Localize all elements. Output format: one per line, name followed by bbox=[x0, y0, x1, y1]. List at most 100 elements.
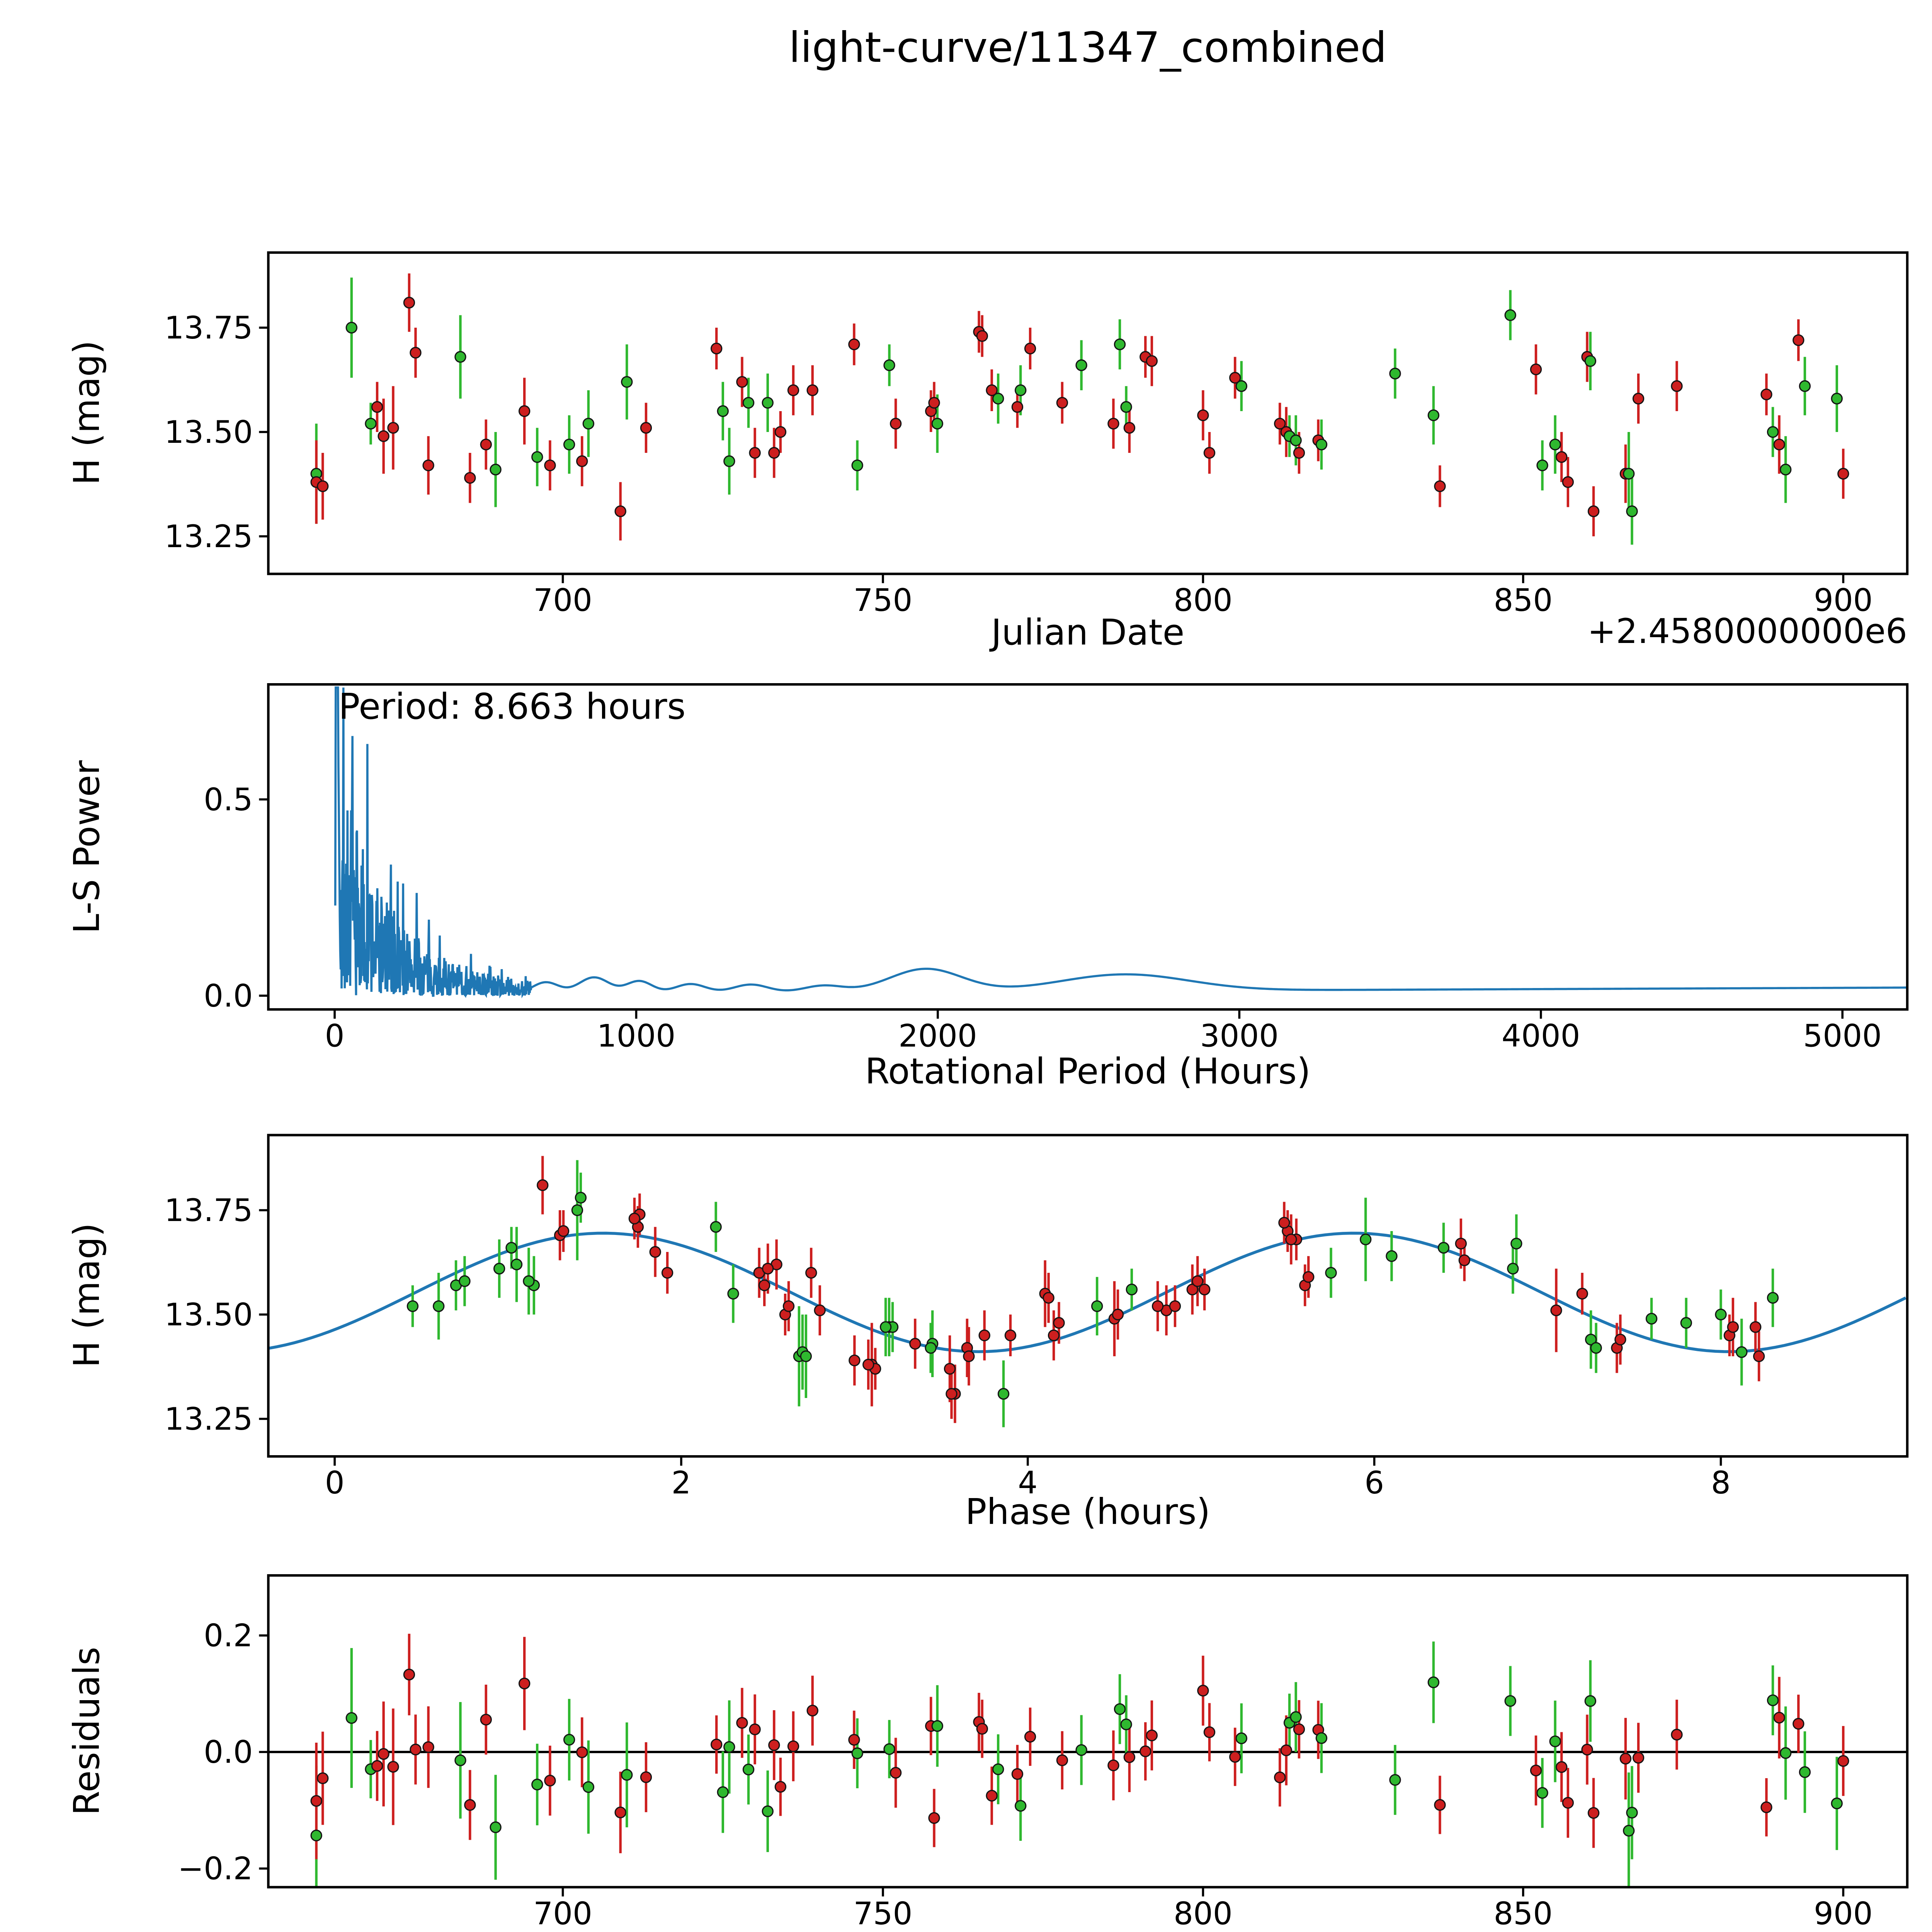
data-point bbox=[518, 1677, 531, 1690]
data-point bbox=[723, 455, 735, 467]
data-point bbox=[749, 447, 761, 459]
ylabel-ls-power: L-S Power bbox=[68, 760, 108, 934]
data-point bbox=[518, 405, 531, 417]
x-tick-label: 750 bbox=[854, 1896, 913, 1932]
data-point bbox=[1325, 1267, 1337, 1279]
data-point bbox=[1186, 1283, 1199, 1296]
data-point bbox=[1504, 309, 1516, 321]
data-point bbox=[710, 1221, 722, 1233]
data-point bbox=[371, 401, 383, 413]
data-point bbox=[1727, 1321, 1739, 1333]
data-point bbox=[1120, 1718, 1132, 1730]
data-point bbox=[563, 439, 575, 451]
data-point bbox=[403, 1668, 415, 1680]
data-point bbox=[1274, 418, 1286, 430]
data-point bbox=[1536, 459, 1548, 471]
data-point bbox=[976, 1723, 988, 1735]
data-point bbox=[531, 1779, 543, 1791]
data-point bbox=[1015, 384, 1027, 396]
data-point bbox=[1197, 409, 1209, 422]
data-point bbox=[1536, 1787, 1548, 1799]
xlabel-rotational-period: Rotational Period (Hours) bbox=[865, 1053, 1311, 1093]
data-point bbox=[1584, 355, 1597, 367]
data-point bbox=[628, 1213, 641, 1225]
periodogram-data bbox=[334, 686, 1906, 999]
data-point bbox=[800, 1350, 812, 1362]
data-point bbox=[1123, 1751, 1136, 1763]
y-tick-label: 13.50 bbox=[164, 1297, 253, 1333]
x-tick-label: 700 bbox=[533, 1896, 592, 1932]
data-point bbox=[345, 321, 357, 334]
xlabel-phase-hours: Phase (hours) bbox=[965, 1493, 1211, 1533]
data-point bbox=[1114, 338, 1126, 350]
panel-residuals: 700 750 800 850 900 −0.2 0.0 0.2 bbox=[178, 1574, 1909, 1932]
data-point bbox=[736, 376, 748, 388]
data-point bbox=[1360, 1233, 1372, 1245]
data-point bbox=[1736, 1346, 1748, 1358]
data-point bbox=[711, 342, 723, 355]
ylabel-h-mag-phased: H (mag) bbox=[68, 1223, 108, 1368]
data-point bbox=[1293, 1723, 1305, 1735]
data-point bbox=[1015, 1800, 1027, 1812]
data-point bbox=[883, 359, 895, 371]
data-point bbox=[531, 451, 543, 463]
data-point bbox=[782, 1300, 795, 1312]
data-point bbox=[1556, 451, 1568, 463]
data-point bbox=[1120, 401, 1132, 413]
x-tick-label: 850 bbox=[1494, 1896, 1553, 1932]
panel-phased_light_curve: 0 2 4 6 8 13.25 13.50 13.75 bbox=[164, 1134, 1909, 1501]
panel-periodogram: 0 1000 2000 3000 4000 5000 0.0 0.5 bbox=[204, 683, 1909, 1054]
data-point bbox=[1427, 409, 1440, 422]
data-point bbox=[1091, 1300, 1103, 1312]
x-tick-label: 750 bbox=[854, 582, 913, 618]
data-point bbox=[1427, 1676, 1440, 1689]
data-point bbox=[310, 1830, 322, 1842]
periodogram-line bbox=[334, 686, 1906, 999]
data-point bbox=[883, 1743, 895, 1755]
data-point bbox=[1229, 372, 1241, 384]
data-point bbox=[1011, 401, 1024, 413]
x-tick-label: 3000 bbox=[1200, 1018, 1279, 1054]
data-point bbox=[640, 1771, 652, 1783]
data-point bbox=[1290, 434, 1302, 446]
data-point bbox=[1389, 367, 1401, 380]
data-point bbox=[1126, 1283, 1138, 1296]
data-point bbox=[1773, 439, 1785, 451]
xlabel-julian-date-residuals: Julian Date bbox=[83, 1930, 1932, 1932]
data-point bbox=[575, 1192, 587, 1204]
data-point bbox=[851, 1747, 863, 1759]
x-tick-label: 5000 bbox=[1803, 1018, 1882, 1054]
data-point bbox=[1645, 1313, 1658, 1325]
data-point bbox=[576, 1746, 588, 1759]
axes-frame bbox=[267, 251, 1909, 575]
y-tick-label: 13.25 bbox=[164, 519, 253, 554]
y-tick-label: 0.2 bbox=[204, 1618, 253, 1654]
data-point bbox=[1793, 334, 1804, 346]
data-point bbox=[889, 418, 902, 430]
residuals-data bbox=[268, 1634, 1907, 1887]
data-point bbox=[1623, 468, 1635, 480]
data-point bbox=[480, 439, 492, 451]
data-point bbox=[490, 463, 502, 476]
data-point bbox=[848, 338, 860, 350]
data-point bbox=[582, 418, 595, 430]
data-point bbox=[454, 1754, 466, 1766]
data-point bbox=[1315, 1732, 1328, 1744]
data-point bbox=[317, 480, 329, 492]
data-point bbox=[925, 1342, 937, 1354]
data-point bbox=[727, 1287, 739, 1300]
data-point bbox=[1280, 1744, 1293, 1757]
data-point bbox=[1114, 1703, 1126, 1715]
data-point bbox=[480, 1714, 492, 1726]
data-point bbox=[1632, 1752, 1645, 1764]
y-tick-label: 13.25 bbox=[164, 1401, 253, 1437]
data-point bbox=[649, 1246, 661, 1258]
data-point bbox=[1048, 1329, 1060, 1342]
data-point bbox=[557, 1225, 570, 1237]
x-tick-label: 0 bbox=[325, 1465, 345, 1501]
data-point bbox=[742, 397, 755, 409]
data-point bbox=[1680, 1317, 1692, 1329]
data-point bbox=[1831, 1798, 1843, 1810]
